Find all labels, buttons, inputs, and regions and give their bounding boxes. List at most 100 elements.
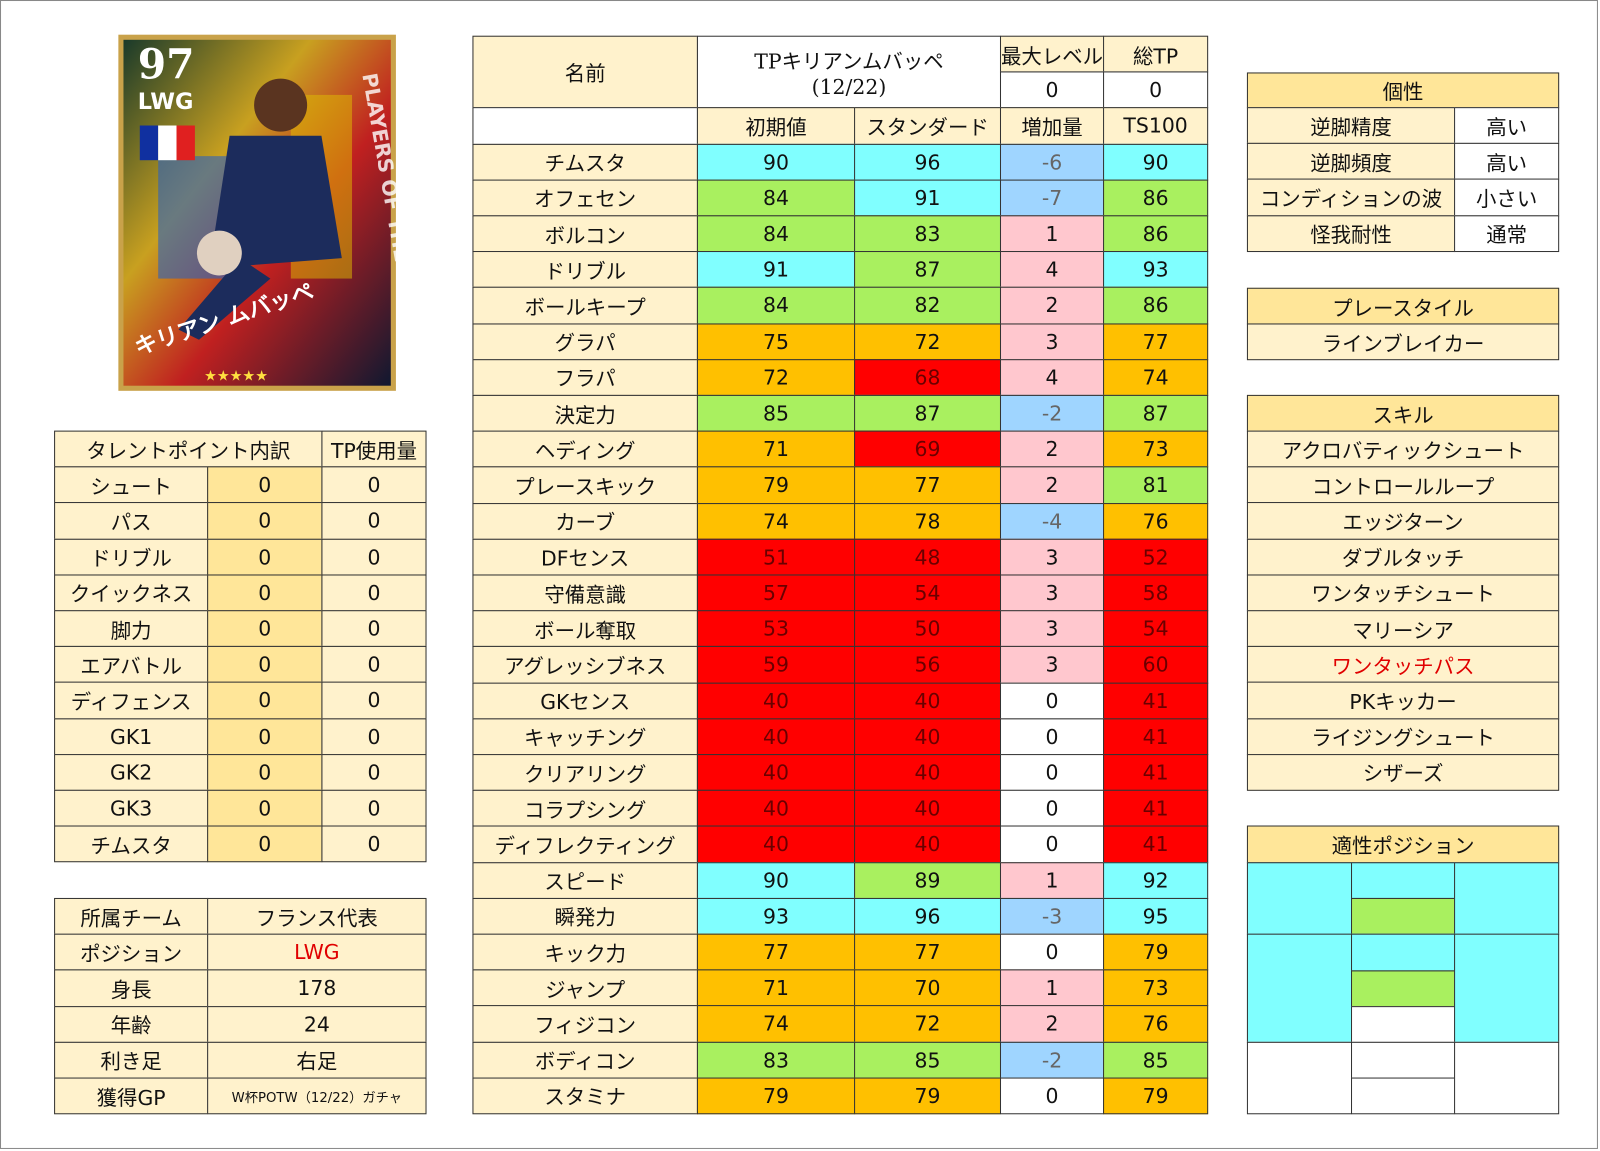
card-stars: ★★★★★ — [204, 369, 268, 385]
stat-value: 40 — [696, 825, 856, 863]
stat-value: 86 — [1103, 215, 1209, 253]
profile-label: 利き足 — [54, 1041, 209, 1079]
position-cell — [1351, 1041, 1456, 1079]
skill: エッジターン — [1246, 502, 1560, 540]
tp-used: 0 — [321, 574, 427, 612]
stat-value: 90 — [696, 143, 856, 181]
stat-name: キャッチング — [472, 718, 698, 756]
tp-value: 0 — [207, 574, 323, 612]
tp-value: 0 — [207, 538, 323, 576]
trait-value: 通常 — [1454, 214, 1560, 252]
player-head — [254, 78, 308, 132]
stat-value: 1 — [999, 215, 1105, 253]
stat-value: 79 — [1103, 1077, 1209, 1115]
stat-value: 74 — [696, 1005, 856, 1043]
stat-value: 86 — [1103, 287, 1209, 325]
stat-value: 95 — [1103, 897, 1209, 935]
stat-value: 81 — [1103, 466, 1209, 504]
stat-value: 87 — [854, 394, 1002, 432]
stat-name: グラパ — [472, 323, 698, 360]
stat-value: 0 — [999, 825, 1105, 863]
stat-value: 77 — [854, 933, 1002, 971]
profile-value: 178 — [207, 969, 427, 1007]
stat-value: 40 — [854, 825, 1002, 863]
stat-name: カーブ — [472, 502, 698, 540]
stat-name: ボール奪取 — [472, 610, 698, 648]
row-label: クイックネス — [54, 574, 209, 612]
stat-value: 75 — [696, 323, 856, 360]
tp-used: 0 — [321, 466, 427, 504]
section-title: プレースタイル — [1246, 287, 1560, 325]
position-cell — [1454, 934, 1560, 1043]
profile-label: 獲得GP — [54, 1077, 209, 1115]
tp-used: 0 — [321, 646, 427, 684]
stat-value: 50 — [854, 610, 1002, 648]
stat-name: フラパ — [472, 358, 698, 396]
blank-cell — [472, 107, 698, 145]
max-level: 0 — [999, 71, 1105, 109]
section-title: スキル — [1246, 394, 1560, 432]
tp-value: 0 — [207, 789, 323, 827]
stat-value: 4 — [999, 358, 1105, 396]
tp-value: 0 — [207, 717, 323, 755]
stat-name: スピード — [472, 861, 698, 899]
stat-value: 71 — [696, 969, 856, 1007]
stat-value: 3 — [999, 538, 1105, 576]
position-cell — [1246, 1041, 1353, 1115]
stat-value: 92 — [1103, 861, 1209, 899]
stat-value: 0 — [999, 718, 1105, 756]
stat-name: ボールキープ — [472, 287, 698, 325]
stat-value: 79 — [696, 466, 856, 504]
position-cell — [1246, 934, 1353, 1043]
stat-value: 74 — [696, 502, 856, 540]
stat-value: -7 — [999, 179, 1105, 217]
column-header: 初期値 — [696, 107, 856, 145]
stat-value: 2 — [999, 1005, 1105, 1043]
stat-value: 51 — [696, 538, 856, 576]
stat-value: 41 — [1103, 789, 1209, 827]
stat-value: 3 — [999, 574, 1105, 612]
stat-value: 2 — [999, 466, 1105, 504]
stat-value: 79 — [1103, 933, 1209, 971]
profile-value: フランス代表 — [207, 897, 427, 935]
stat-value: 0 — [999, 754, 1105, 792]
profile-value: 24 — [207, 1005, 427, 1043]
profile-label: 所属チーム — [54, 897, 209, 935]
stat-value: 54 — [854, 574, 1002, 612]
stat-value: 91 — [854, 179, 1002, 217]
stat-value: 41 — [1103, 754, 1209, 792]
stat-name: ボルコン — [472, 215, 698, 253]
stat-name: プレースキック — [472, 466, 698, 504]
stat-value: 73 — [1103, 430, 1209, 468]
stat-value: 82 — [854, 287, 1002, 325]
stat-value: -6 — [999, 143, 1105, 181]
stat-name: DFセンス — [472, 538, 698, 576]
skill: シザーズ — [1246, 753, 1560, 791]
stat-value: 60 — [1103, 646, 1209, 684]
skill: ワンタッチパス — [1246, 646, 1560, 684]
stat-value: 0 — [999, 933, 1105, 971]
stat-name: フィジコン — [472, 1005, 698, 1043]
row-label: 脚力 — [54, 610, 209, 648]
stat-value: 79 — [696, 1077, 856, 1115]
stat-value: 53 — [696, 610, 856, 648]
stat-value: 3 — [999, 646, 1105, 684]
skill: コントロールループ — [1246, 466, 1560, 504]
row-label: パス — [54, 502, 209, 540]
profile-value: 右足 — [207, 1041, 427, 1079]
header-cell: 総TP — [1103, 35, 1209, 73]
card-position: LWG — [138, 89, 194, 115]
stat-name: ディフレクティング — [472, 825, 698, 863]
stat-value: 72 — [854, 1005, 1002, 1043]
stat-value: 77 — [1103, 323, 1209, 360]
skill: マリーシア — [1246, 610, 1560, 648]
stat-name: 瞬発力 — [472, 897, 698, 935]
row-label: ドリブル — [54, 538, 209, 576]
position-cell — [1351, 1005, 1456, 1043]
flag — [176, 125, 195, 161]
stat-name: 守備意識 — [472, 574, 698, 612]
player-name: TPキリアンムバッペ (12/22) — [696, 35, 1002, 109]
stat-value: 40 — [696, 718, 856, 756]
stat-name: ボディコン — [472, 1041, 698, 1079]
